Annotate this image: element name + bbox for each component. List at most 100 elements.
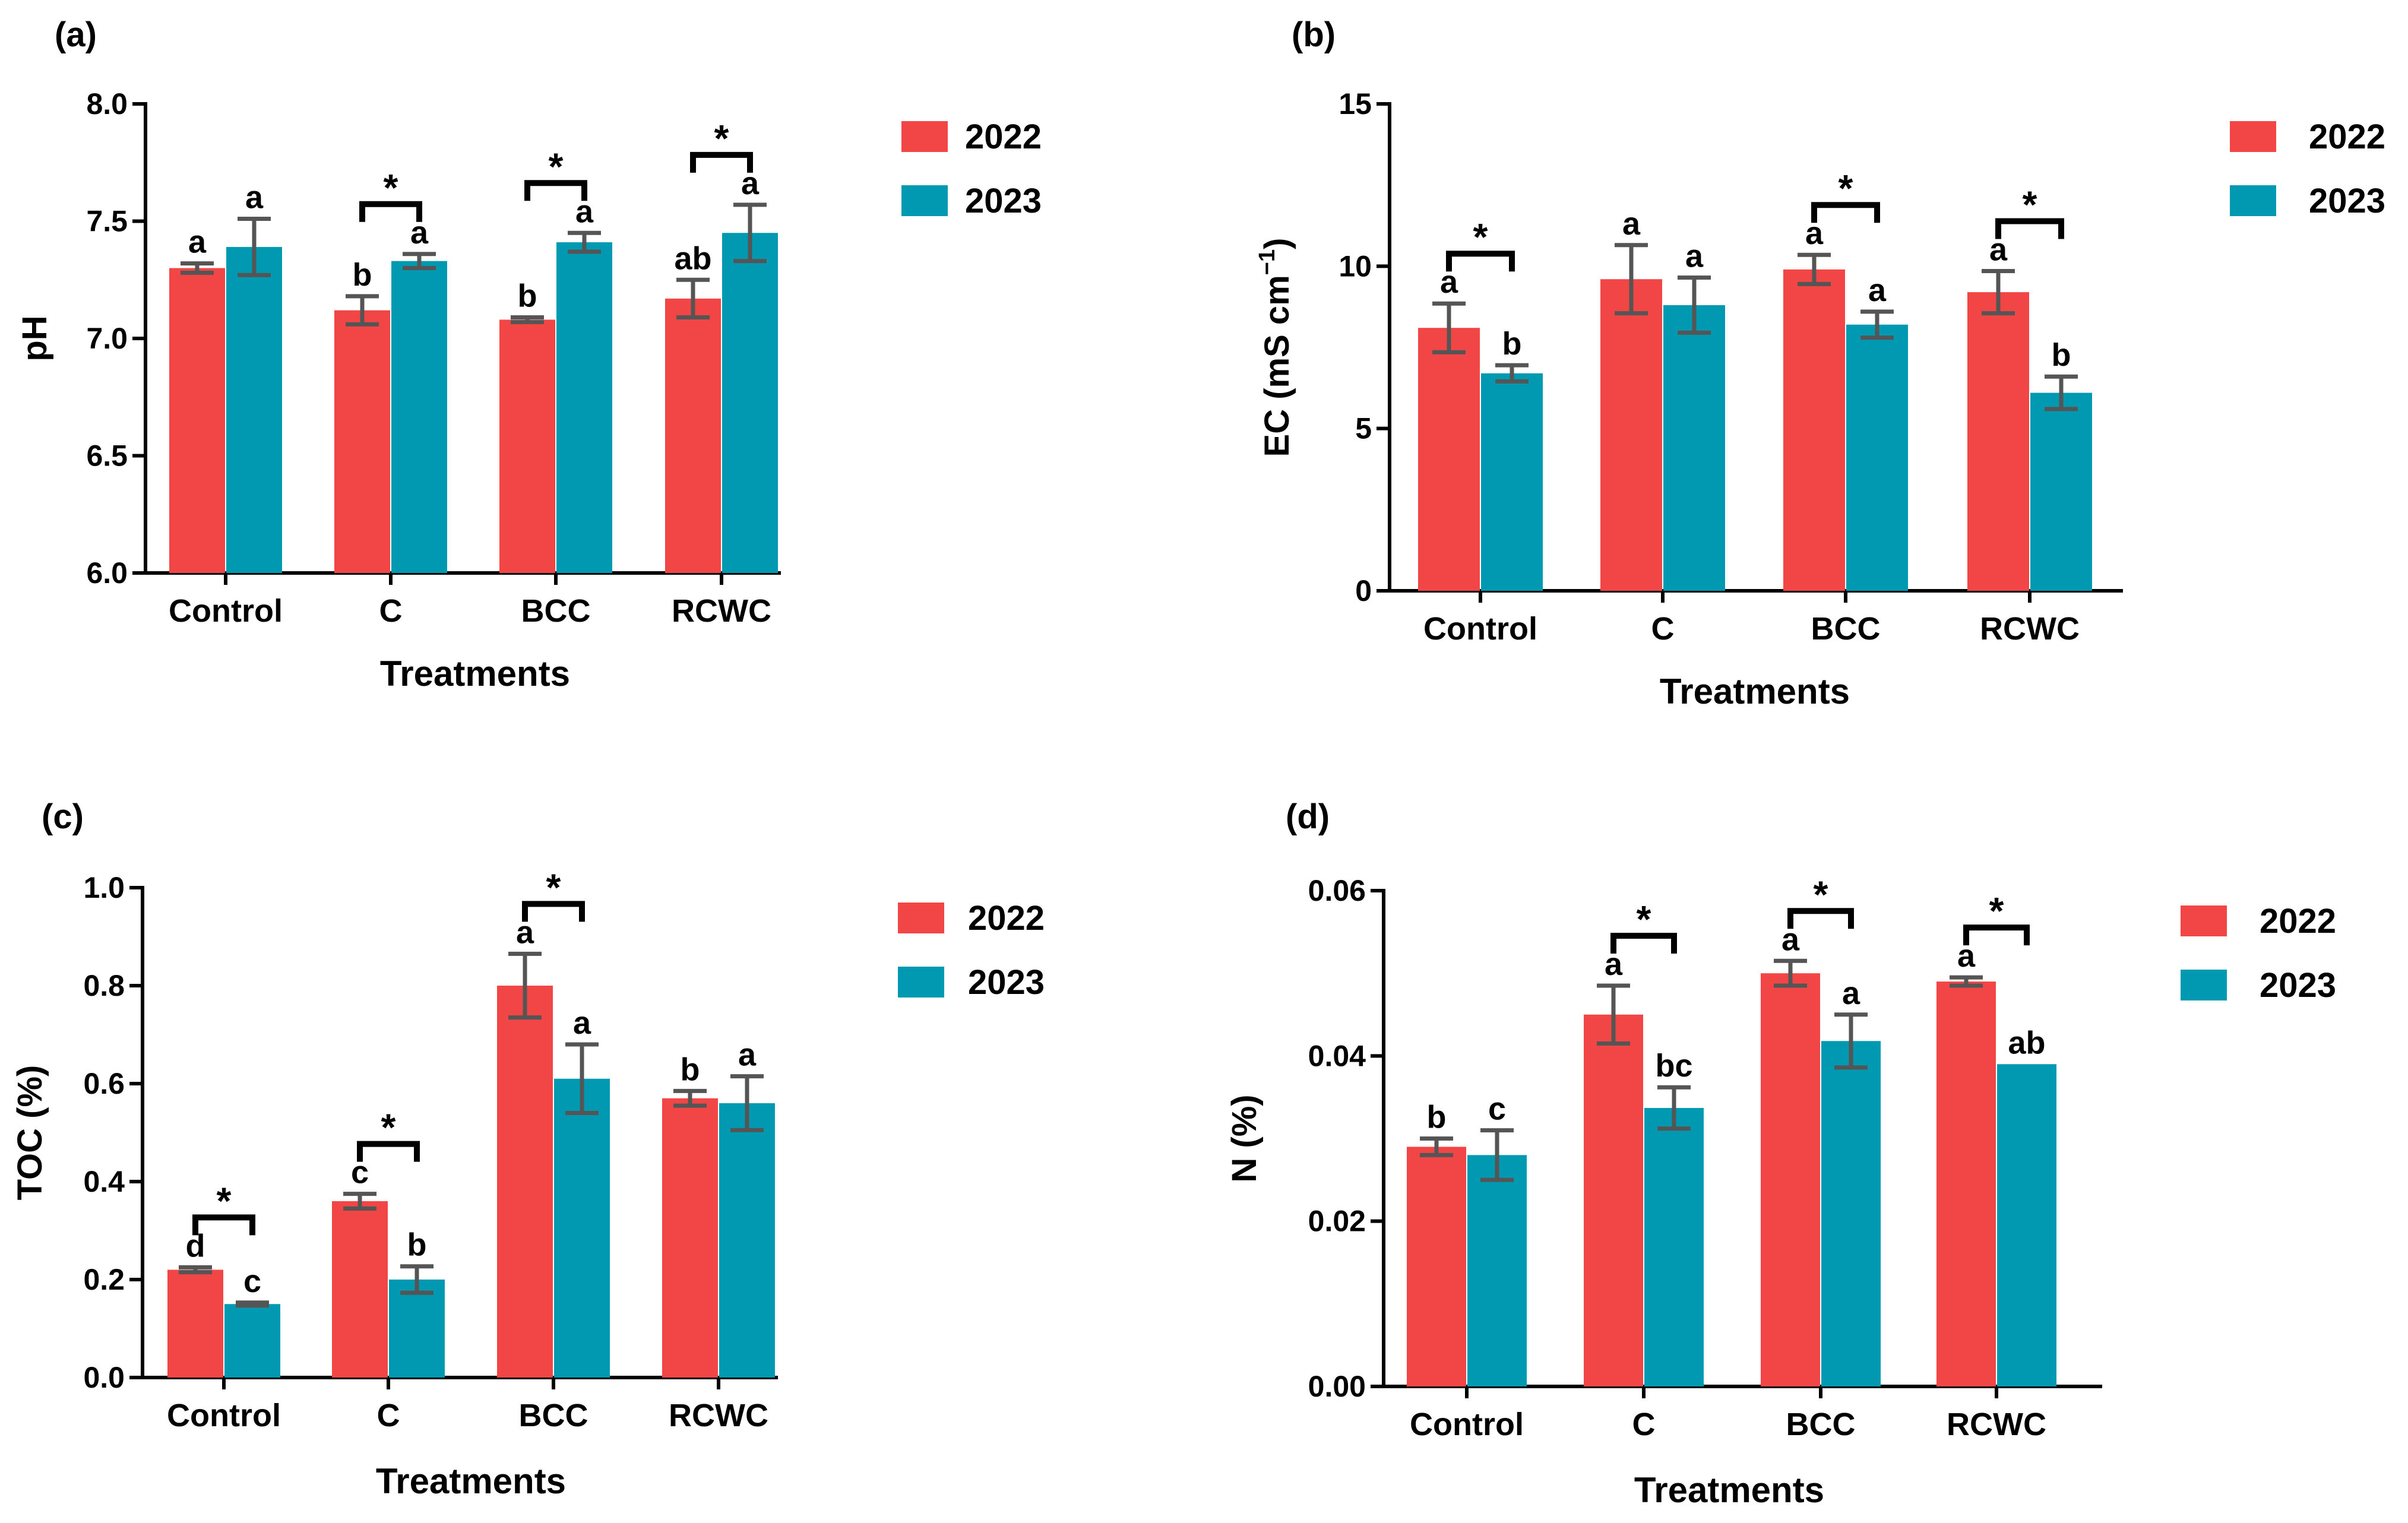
bar-2022-BCC bbox=[499, 319, 555, 573]
significance-asterisk: * bbox=[546, 866, 561, 908]
bar-2022-RCWC bbox=[1967, 292, 2029, 591]
chart-panel-1: (a) 6.0 6.5 7.0 7.5 8.0 Control C BCC RCWC Treatme… bbox=[15, 15, 1042, 694]
error-bar-2023-Control bbox=[1495, 363, 1529, 384]
y-tick-label: 0.02 bbox=[1308, 1205, 1366, 1238]
y-tick-label: 5 bbox=[1355, 412, 1372, 445]
x-axis-title: Treatments bbox=[376, 1461, 566, 1501]
significance-letter: b bbox=[681, 1052, 700, 1087]
y-axis-title: N (%) bbox=[1225, 1094, 1264, 1182]
significance-letter: c bbox=[243, 1264, 261, 1299]
bar-2022-Control bbox=[1407, 1147, 1466, 1386]
error-bar-2022-Control bbox=[181, 261, 214, 275]
x-tick-label: BCC bbox=[521, 593, 591, 629]
bar-2023-C bbox=[391, 261, 447, 573]
significance-letter: b bbox=[353, 257, 372, 293]
error-bar-2023-Control bbox=[238, 217, 271, 277]
error-bar-2022-BCC bbox=[1774, 958, 1807, 988]
error-bar-2022-RCWC bbox=[1982, 269, 2015, 316]
legend-swatch-2023 bbox=[901, 185, 948, 216]
significance-bracket bbox=[690, 151, 753, 173]
significance-bracket bbox=[1446, 251, 1515, 272]
significance-asterisk: * bbox=[1473, 216, 1488, 258]
y-tick-label: 0.6 bbox=[83, 1067, 125, 1100]
legend-swatch-2022 bbox=[898, 903, 944, 933]
x-axis-title: Treatments bbox=[1634, 1470, 1824, 1510]
y-tick-label: 7.5 bbox=[86, 205, 128, 238]
y-tick-label: 0.8 bbox=[83, 969, 125, 1002]
error-bar-2023-C bbox=[1657, 1085, 1691, 1131]
error-bar-2023-BCC bbox=[1834, 1012, 1868, 1070]
y-tick-label: 0.06 bbox=[1308, 874, 1366, 907]
error-bar-2023-RCWC bbox=[733, 202, 767, 264]
y-tick-label: 0.2 bbox=[83, 1263, 125, 1296]
bar-2022-BCC bbox=[1783, 269, 1845, 591]
panel-label: (c) bbox=[42, 797, 84, 836]
y-tick-label: 0.04 bbox=[1308, 1039, 1366, 1072]
significance-asterisk: * bbox=[2023, 183, 2037, 226]
significance-asterisk: * bbox=[1637, 898, 1651, 941]
legend-swatch-2022 bbox=[2230, 121, 2276, 152]
significance-asterisk: * bbox=[217, 1179, 232, 1222]
x-tick-label: C bbox=[377, 1398, 400, 1433]
significance-letter: a bbox=[1842, 976, 1860, 1011]
bar-2022-RCWC bbox=[662, 1098, 718, 1378]
significance-bracket bbox=[1811, 202, 1880, 223]
significance-bracket bbox=[1610, 933, 1677, 954]
significance-bracket bbox=[359, 201, 422, 222]
bar-2023-BCC bbox=[1846, 324, 1908, 591]
significance-letter: a bbox=[1868, 273, 1887, 308]
error-bar-2022-C bbox=[1615, 243, 1648, 316]
significance-bracket bbox=[1963, 924, 2030, 946]
legend-label-2023: 2023 bbox=[2309, 182, 2385, 220]
y-tick-label: 0.4 bbox=[83, 1165, 125, 1198]
bar-2023-C bbox=[1663, 305, 1725, 591]
significance-letter: c bbox=[1488, 1091, 1506, 1127]
x-tick-label: C bbox=[379, 593, 403, 629]
bar-2023-BCC bbox=[1821, 1041, 1881, 1386]
bar-2022-Control bbox=[169, 268, 225, 573]
significance-asterisk: * bbox=[1814, 873, 1828, 916]
significance-bracket bbox=[357, 1141, 420, 1162]
error-bar-2022-C bbox=[1597, 983, 1630, 1046]
bar-2023-RCWC bbox=[719, 1103, 775, 1378]
bar-2022-C bbox=[332, 1201, 388, 1378]
legend-label-2022: 2022 bbox=[965, 118, 1042, 156]
error-bar-2022-C bbox=[343, 1192, 376, 1211]
error-bar-2023-RCWC bbox=[730, 1074, 764, 1132]
bar-2022-BCC bbox=[1761, 973, 1820, 1386]
significance-bracket bbox=[522, 901, 585, 922]
chart-panel-3: (c) 0.0 0.2 0.4 0.6 0.8 1.0 Control C BCC RCWC Trea… bbox=[11, 797, 1045, 1501]
legend-label-2022: 2022 bbox=[2260, 902, 2336, 941]
y-tick-label: 7.0 bbox=[86, 322, 128, 355]
x-tick-label: Control bbox=[1423, 611, 1537, 647]
bar-2022-RCWC bbox=[1936, 981, 1996, 1386]
bar-2023-BCC bbox=[556, 242, 612, 573]
significance-letter: ab bbox=[2008, 1025, 2045, 1060]
error-bar-2022-BCC bbox=[508, 951, 542, 1020]
error-bar-2023-BCC bbox=[1860, 309, 1894, 340]
y-tick-label: 6.5 bbox=[86, 439, 128, 473]
y-tick-label: 1.0 bbox=[83, 871, 125, 904]
bar-2023-C bbox=[1644, 1108, 1704, 1386]
y-axis-title: EC (mS cm−1) bbox=[1255, 238, 1296, 457]
error-bar-2022-RCWC bbox=[673, 1088, 707, 1108]
error-bar-2023-BCC bbox=[565, 1042, 599, 1115]
significance-letter: a bbox=[1685, 238, 1704, 274]
significance-bracket bbox=[1787, 908, 1854, 929]
x-tick-label: Control bbox=[1410, 1407, 1524, 1442]
panel-label: (d) bbox=[1286, 797, 1330, 836]
bar-2023-RCWC bbox=[722, 233, 778, 573]
x-axis-title: Treatments bbox=[1660, 672, 1850, 711]
y-axis-title: TOC (%) bbox=[11, 1065, 49, 1201]
bar-2022-BCC bbox=[497, 986, 553, 1378]
significance-asterisk: * bbox=[549, 145, 564, 188]
error-bar-2022-C bbox=[346, 294, 379, 327]
legend-swatch-2023 bbox=[2181, 970, 2227, 1000]
x-tick-label: BCC bbox=[519, 1398, 588, 1433]
legend-label-2022: 2022 bbox=[968, 899, 1045, 938]
panel-label: (b) bbox=[1292, 15, 1336, 54]
significance-asterisk: * bbox=[384, 166, 398, 209]
bar-2023-RCWC bbox=[2030, 392, 2092, 591]
x-tick-label: RCWC bbox=[1980, 611, 2080, 647]
x-axis-title: Treatments bbox=[380, 654, 570, 694]
